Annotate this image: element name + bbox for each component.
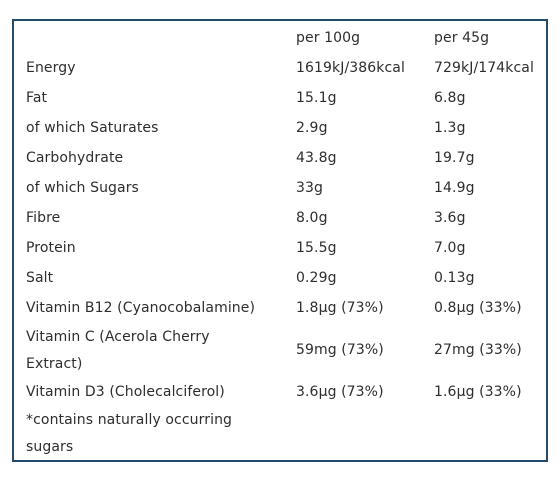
value-per-45g: 3.6g bbox=[434, 210, 466, 226]
nutrient-name: Protein bbox=[26, 240, 76, 256]
nutrient-name: of which Saturates bbox=[26, 120, 159, 136]
value-per-45g: 1.6µg (33%) bbox=[434, 384, 522, 400]
nutrition-table: per 100g per 45g Energy 1619kJ/386kcal 7… bbox=[12, 19, 548, 462]
nutrient-name: of which Sugars bbox=[26, 180, 139, 196]
value-per-100g: 8.0g bbox=[296, 210, 328, 226]
nutrient-name: Vitamin D3 (Cholecalciferol) bbox=[26, 384, 225, 400]
value-per-45g: 7.0g bbox=[434, 240, 466, 256]
value-per-100g: 2.9g bbox=[296, 120, 328, 136]
value-per-100g: 43.8g bbox=[296, 150, 337, 166]
value-per-45g: 19.7g bbox=[434, 150, 475, 166]
value-per-100g: 0.29g bbox=[296, 270, 337, 286]
value-per-45g: 0.8µg (33%) bbox=[434, 300, 522, 316]
nutrient-name: Vitamin C (Acerola Cherry Extract) bbox=[26, 329, 210, 372]
nutrient-name: Fat bbox=[26, 90, 48, 106]
nutrient-name: Carbohydrate bbox=[26, 150, 124, 166]
value-per-100g: 3.6µg (73%) bbox=[296, 384, 384, 400]
value-per-100g: 59mg (73%) bbox=[296, 342, 384, 358]
nutrient-name: Vitamin B12 (Cyanocobalamine) bbox=[26, 300, 256, 316]
nutrient-name: Energy bbox=[26, 60, 76, 76]
value-per-100g: 1.8µg (73%) bbox=[296, 300, 384, 316]
value-per-100g: 33g bbox=[296, 180, 324, 196]
value-per-45g: 729kJ/174kcal bbox=[434, 60, 534, 76]
value-per-45g: 27mg (33%) bbox=[434, 342, 522, 358]
value-per-45g: 14.9g bbox=[434, 180, 475, 196]
value-per-100g: 15.1g bbox=[296, 90, 337, 106]
nutrient-name: Salt bbox=[26, 270, 54, 286]
header-per-100g: per 100g bbox=[296, 30, 361, 46]
nutrient-name: Fibre bbox=[26, 210, 61, 226]
value-per-45g: 1.3g bbox=[434, 120, 466, 136]
value-per-100g: 1619kJ/386kcal bbox=[296, 60, 405, 76]
value-per-45g: 6.8g bbox=[434, 90, 466, 106]
footnote: *contains naturally occurring sugars bbox=[26, 412, 233, 455]
header-per-45g: per 45g bbox=[434, 30, 490, 46]
value-per-45g: 0.13g bbox=[434, 270, 475, 286]
value-per-100g: 15.5g bbox=[296, 240, 337, 256]
